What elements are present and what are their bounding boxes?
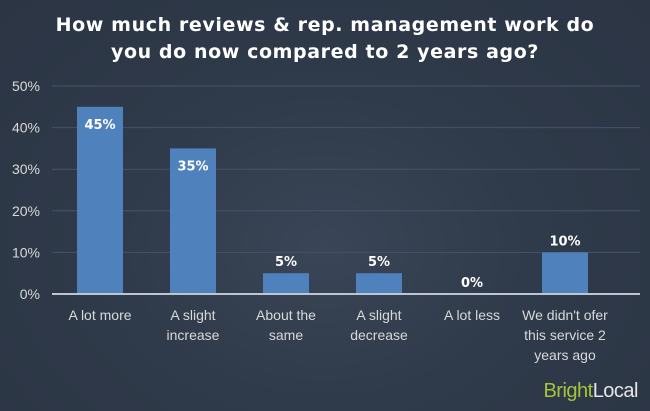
title-line-1: How much reviews & rep. management work … <box>55 14 595 36</box>
y-tick-label: 40% <box>12 120 40 136</box>
x-tick-label: increase <box>167 327 220 343</box>
data-label: 5% <box>275 255 297 270</box>
x-tick-label: this service 2 <box>524 327 606 343</box>
x-tick-label: years ago <box>534 347 596 363</box>
y-tick-label: 0% <box>20 286 40 302</box>
data-label: 0% <box>461 276 483 291</box>
bar <box>542 252 588 294</box>
x-tick-label: A slight <box>356 307 401 323</box>
x-tick-label: decrease <box>350 327 408 343</box>
x-tick-label: About the <box>256 307 316 323</box>
y-tick-label: 50% <box>12 78 40 94</box>
brightlocal-logo: BrightLocal <box>543 380 638 402</box>
x-tick-label: A slight <box>170 307 215 323</box>
chart-title: How much reviews & rep. management work … <box>0 12 650 66</box>
x-tick-label: A lot more <box>68 307 131 323</box>
bar <box>170 148 216 294</box>
data-label: 10% <box>549 234 580 249</box>
x-tick-label: We didn't ofer <box>522 307 608 323</box>
x-tick-label: A lot less <box>444 307 500 323</box>
data-label: 35% <box>177 159 208 174</box>
bar <box>356 273 402 294</box>
bar <box>77 106 123 294</box>
data-label: 45% <box>84 118 115 133</box>
title-line-2: you do now compared to 2 years ago? <box>110 41 540 63</box>
y-tick-label: 20% <box>12 203 40 219</box>
y-tick-label: 10% <box>12 244 40 260</box>
y-tick-label: 30% <box>12 161 40 177</box>
bar <box>263 273 309 294</box>
x-tick-label: same <box>269 327 303 343</box>
data-label: 5% <box>368 255 390 270</box>
